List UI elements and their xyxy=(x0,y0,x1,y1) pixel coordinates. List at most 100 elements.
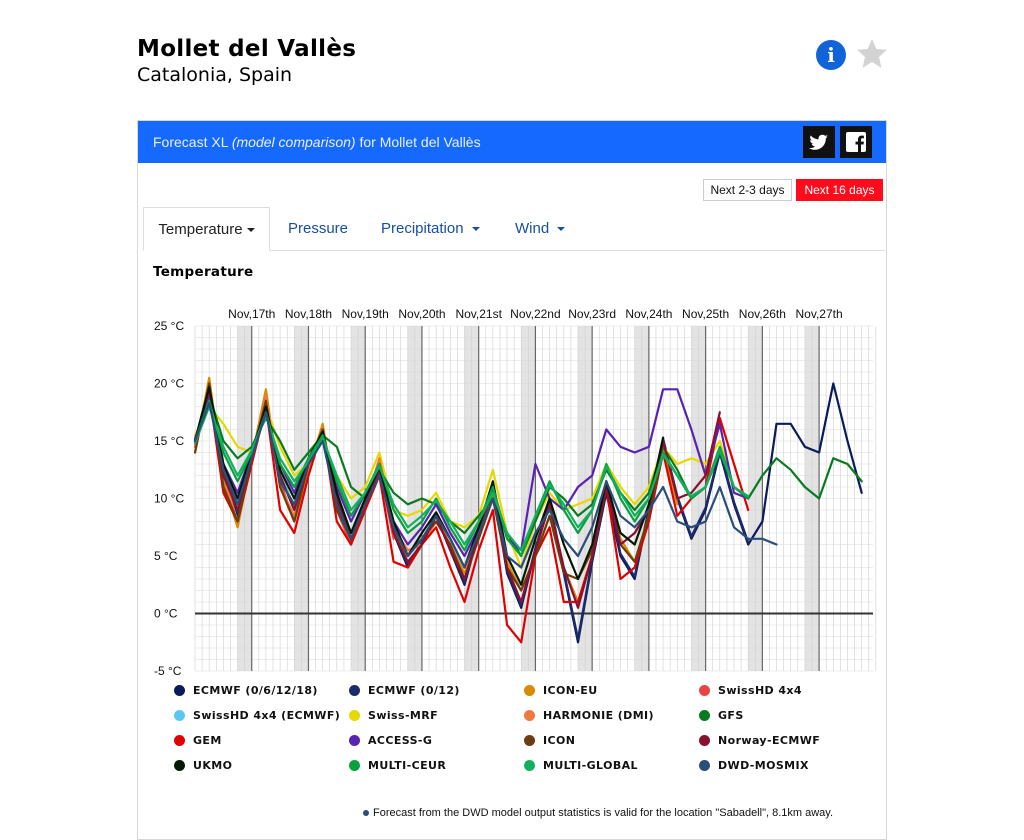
legend-label: Swiss-MRF xyxy=(368,709,439,722)
legend-item[interactable]: MULTI-GLOBAL xyxy=(524,759,638,779)
legend-label: DWD-MOSMIX xyxy=(718,759,809,772)
tab-precipitation[interactable]: Precipitation xyxy=(381,207,480,250)
legend-label: MULTI-CEUR xyxy=(368,759,447,772)
x-tick-label: Nov,25th xyxy=(682,307,729,321)
legend-item[interactable]: DWD-MOSMIX xyxy=(699,759,809,779)
legend-label: ICON xyxy=(543,734,576,747)
y-tick-label: -5 °C xyxy=(154,664,182,678)
legend-dot-icon xyxy=(174,759,185,771)
tab-pressure-label: Pressure xyxy=(288,220,349,237)
facebook-share-button[interactable] xyxy=(840,126,872,158)
legend-dot-icon xyxy=(524,759,535,771)
forecast-panel: Forecast XL (model comparison) for Molle… xyxy=(137,120,887,840)
legend-item[interactable]: UKMO xyxy=(174,759,232,779)
x-tick-label: Nov,24th xyxy=(625,307,672,321)
legend-label: GEM xyxy=(193,734,222,747)
legend-label: SwissHD 4x4 xyxy=(718,684,802,697)
tab-wind-label: Wind xyxy=(515,220,550,237)
twitter-share-button[interactable] xyxy=(803,126,835,158)
legend-dot-icon xyxy=(174,734,185,746)
x-tick-label: Nov,27th xyxy=(796,307,843,321)
legend-item[interactable]: ECMWF (0/12) xyxy=(349,684,460,704)
legend-dot-icon xyxy=(524,734,535,746)
chart-legend: ECMWF (0/6/12/18) ECMWF (0/12) ICON-EU Swis… xyxy=(174,684,874,784)
location-title: Mollet del Vallès xyxy=(137,36,357,62)
tab-bar: Temperature Pressure Precipitation Wind xyxy=(143,207,885,251)
y-tick-label: 15 °C xyxy=(154,434,184,448)
temperature-chart: 25 °C 20 °C 15 °C 10 °C 5 °C 0 °C -5 °C Nov,17t… xyxy=(154,307,877,678)
legend-label: ICON-EU xyxy=(543,684,598,697)
legend-label: MULTI-GLOBAL xyxy=(543,759,638,772)
legend-item[interactable]: ACCESS-G xyxy=(349,734,432,754)
legend-dot-icon xyxy=(699,734,710,746)
series-line xyxy=(193,401,778,569)
legend-label: SwissHD 4x4 (ECMWF) xyxy=(193,709,341,722)
chevron-down-icon xyxy=(471,227,480,232)
legend-label: ACCESS-G xyxy=(368,734,433,747)
x-tick-label: Nov,22nd xyxy=(510,307,560,321)
legend-item[interactable]: ECMWF (0/6/12/18) xyxy=(174,684,318,704)
legend-label: GFS xyxy=(718,709,744,722)
info-icon[interactable]: i xyxy=(816,40,846,70)
legend-item[interactable]: Swiss-MRF xyxy=(349,709,438,729)
legend-item[interactable]: GEM xyxy=(174,734,222,754)
legend-item[interactable]: SwissHD 4x4 (ECMWF) xyxy=(174,709,340,729)
legend-label: HARMONIE (DMI) xyxy=(543,709,654,722)
legend-dot-icon xyxy=(524,684,535,696)
tab-temperature-label: Temperature xyxy=(158,221,243,238)
x-tick-label: Nov,17th xyxy=(228,307,275,321)
legend-dot-icon xyxy=(349,684,360,696)
y-tick-label: 20 °C xyxy=(154,377,184,391)
x-tick-label: Nov,21st xyxy=(455,307,502,321)
header-italic: (model comparison) xyxy=(231,134,356,150)
footnote: Forecast from the DWD model output stati… xyxy=(363,807,833,819)
chevron-down-icon xyxy=(246,228,255,233)
facebook-icon xyxy=(846,132,866,152)
legend-item[interactable]: MULTI-CEUR xyxy=(349,759,446,779)
star-icon[interactable] xyxy=(854,36,890,72)
legend-item[interactable]: ICON xyxy=(524,734,575,754)
section-title: Temperature xyxy=(153,264,254,280)
x-tick-label: Nov,19th xyxy=(342,307,389,321)
legend-dot-icon xyxy=(699,684,710,696)
x-tick-label: Nov,26th xyxy=(739,307,786,321)
y-tick-label: 5 °C xyxy=(154,549,178,563)
legend-label: ECMWF (0/6/12/18) xyxy=(193,684,318,697)
legend-dot-icon xyxy=(174,709,185,721)
legend-dot-icon xyxy=(699,759,710,771)
panel-header: Forecast XL (model comparison) for Molle… xyxy=(138,121,886,163)
tab-precipitation-label: Precipitation xyxy=(381,220,464,237)
legend-dot-icon xyxy=(349,734,360,746)
legend-dot-icon xyxy=(524,709,535,721)
series-line xyxy=(193,388,721,609)
legend-dot-icon xyxy=(349,709,360,721)
twitter-icon xyxy=(809,134,828,150)
legend-item[interactable]: HARMONIE (DMI) xyxy=(524,709,654,729)
next-16-days-button[interactable]: Next 16 days xyxy=(796,179,883,201)
legend-dot-icon xyxy=(699,709,710,721)
panel-header-title: Forecast XL (model comparison) for Molle… xyxy=(153,134,481,150)
x-tick-label: Nov,23rd xyxy=(568,307,616,321)
y-tick-label: 25 °C xyxy=(154,319,184,333)
legend-item[interactable]: SwissHD 4x4 xyxy=(699,684,802,704)
legend-label: Norway-ECMWF xyxy=(718,734,821,747)
header-prefix: Forecast XL xyxy=(153,134,228,150)
legend-label: ECMWF (0/12) xyxy=(368,684,460,697)
chevron-down-icon xyxy=(557,227,566,232)
tab-pressure[interactable]: Pressure xyxy=(288,207,348,250)
next-2-3-days-button[interactable]: Next 2-3 days xyxy=(703,179,792,201)
legend-item[interactable]: GFS xyxy=(699,709,744,729)
legend-label: UKMO xyxy=(193,759,233,772)
series-line xyxy=(193,405,750,552)
series-line xyxy=(193,388,750,558)
legend-item[interactable]: Norway-ECMWF xyxy=(699,734,820,754)
y-tick-label: 0 °C xyxy=(154,607,178,621)
footnote-text: Forecast from the DWD model output stati… xyxy=(373,807,834,819)
legend-item[interactable]: ICON-EU xyxy=(524,684,598,704)
x-tick-label: Nov,18th xyxy=(285,307,332,321)
tab-wind[interactable]: Wind xyxy=(515,207,566,250)
header-suffix: for Mollet del Vallès xyxy=(359,134,481,150)
tab-temperature[interactable]: Temperature xyxy=(143,207,270,251)
location-subtitle: Catalonia, Spain xyxy=(137,64,293,86)
y-tick-label: 10 °C xyxy=(154,492,184,506)
